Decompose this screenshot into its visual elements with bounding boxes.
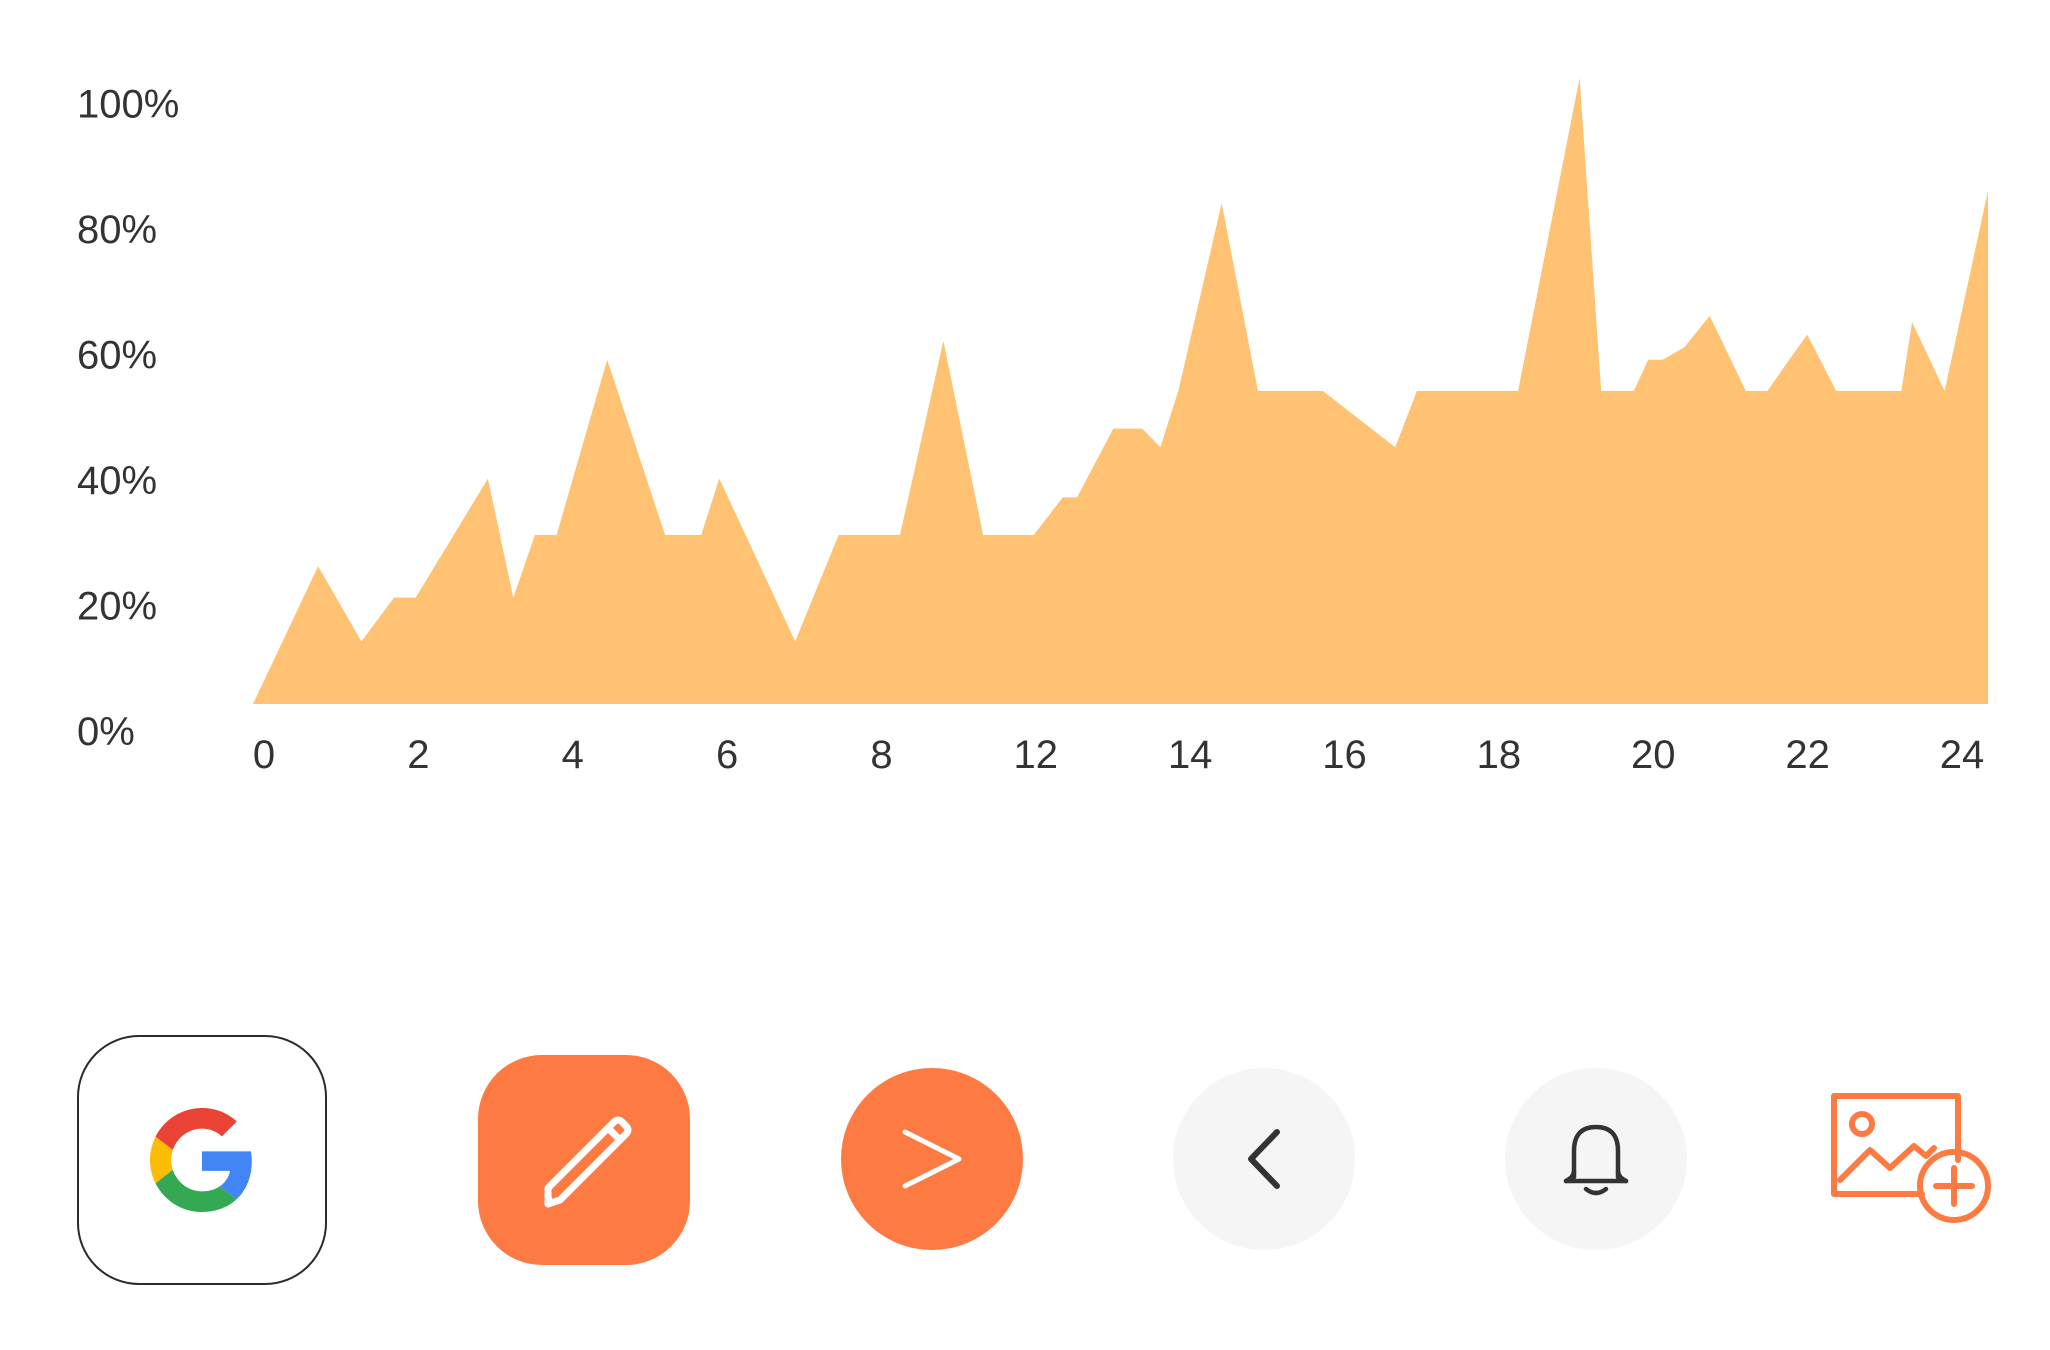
y-axis: 0% 20% 40% 60% 80% 100%: [77, 83, 179, 755]
next-button[interactable]: [841, 1068, 1023, 1250]
plot-area: [253, 78, 1988, 704]
x-tick-label: 6: [716, 733, 738, 777]
y-tick-label: 100%: [77, 83, 179, 127]
pencil-icon: [524, 1100, 644, 1220]
y-tick-label: 20%: [77, 585, 157, 629]
x-axis: 0 2 4 6 8 12 14 16 18 20 22 24: [253, 733, 1984, 777]
x-tick-label: 8: [870, 733, 892, 777]
x-tick-label: 2: [407, 733, 429, 777]
x-tick-label: 18: [1477, 733, 1522, 777]
y-tick-label: 0%: [77, 710, 135, 754]
x-tick-label: 16: [1322, 733, 1367, 777]
y-tick-label: 60%: [77, 334, 157, 378]
bell-icon: [1560, 1119, 1632, 1199]
back-button[interactable]: [1173, 1068, 1355, 1250]
image-add-icon: [1830, 1092, 2002, 1224]
x-tick-label: 4: [562, 733, 584, 777]
chevron-right-icon: [897, 1124, 967, 1194]
y-tick-label: 40%: [77, 459, 157, 503]
x-tick-label: 20: [1631, 733, 1676, 777]
x-tick-label: 12: [1014, 733, 1059, 777]
y-tick-label: 80%: [77, 208, 157, 252]
x-tick-label: 22: [1785, 733, 1830, 777]
edit-button[interactable]: [478, 1055, 690, 1265]
x-tick-label: 0: [253, 733, 275, 777]
area-series: [253, 78, 1988, 704]
x-tick-label: 14: [1168, 733, 1213, 777]
google-button[interactable]: [77, 1035, 327, 1285]
google-g-icon: [150, 1108, 254, 1212]
area-chart: 0%20%40%60%80%100% 0 2 4 6 8 12 14 16 18 20 22 24: [77, 78, 1988, 777]
x-tick-label: 24: [1940, 733, 1985, 777]
chevron-left-icon: [1239, 1124, 1289, 1194]
add-image-button[interactable]: [1830, 1092, 2002, 1224]
notifications-button[interactable]: [1505, 1068, 1687, 1250]
